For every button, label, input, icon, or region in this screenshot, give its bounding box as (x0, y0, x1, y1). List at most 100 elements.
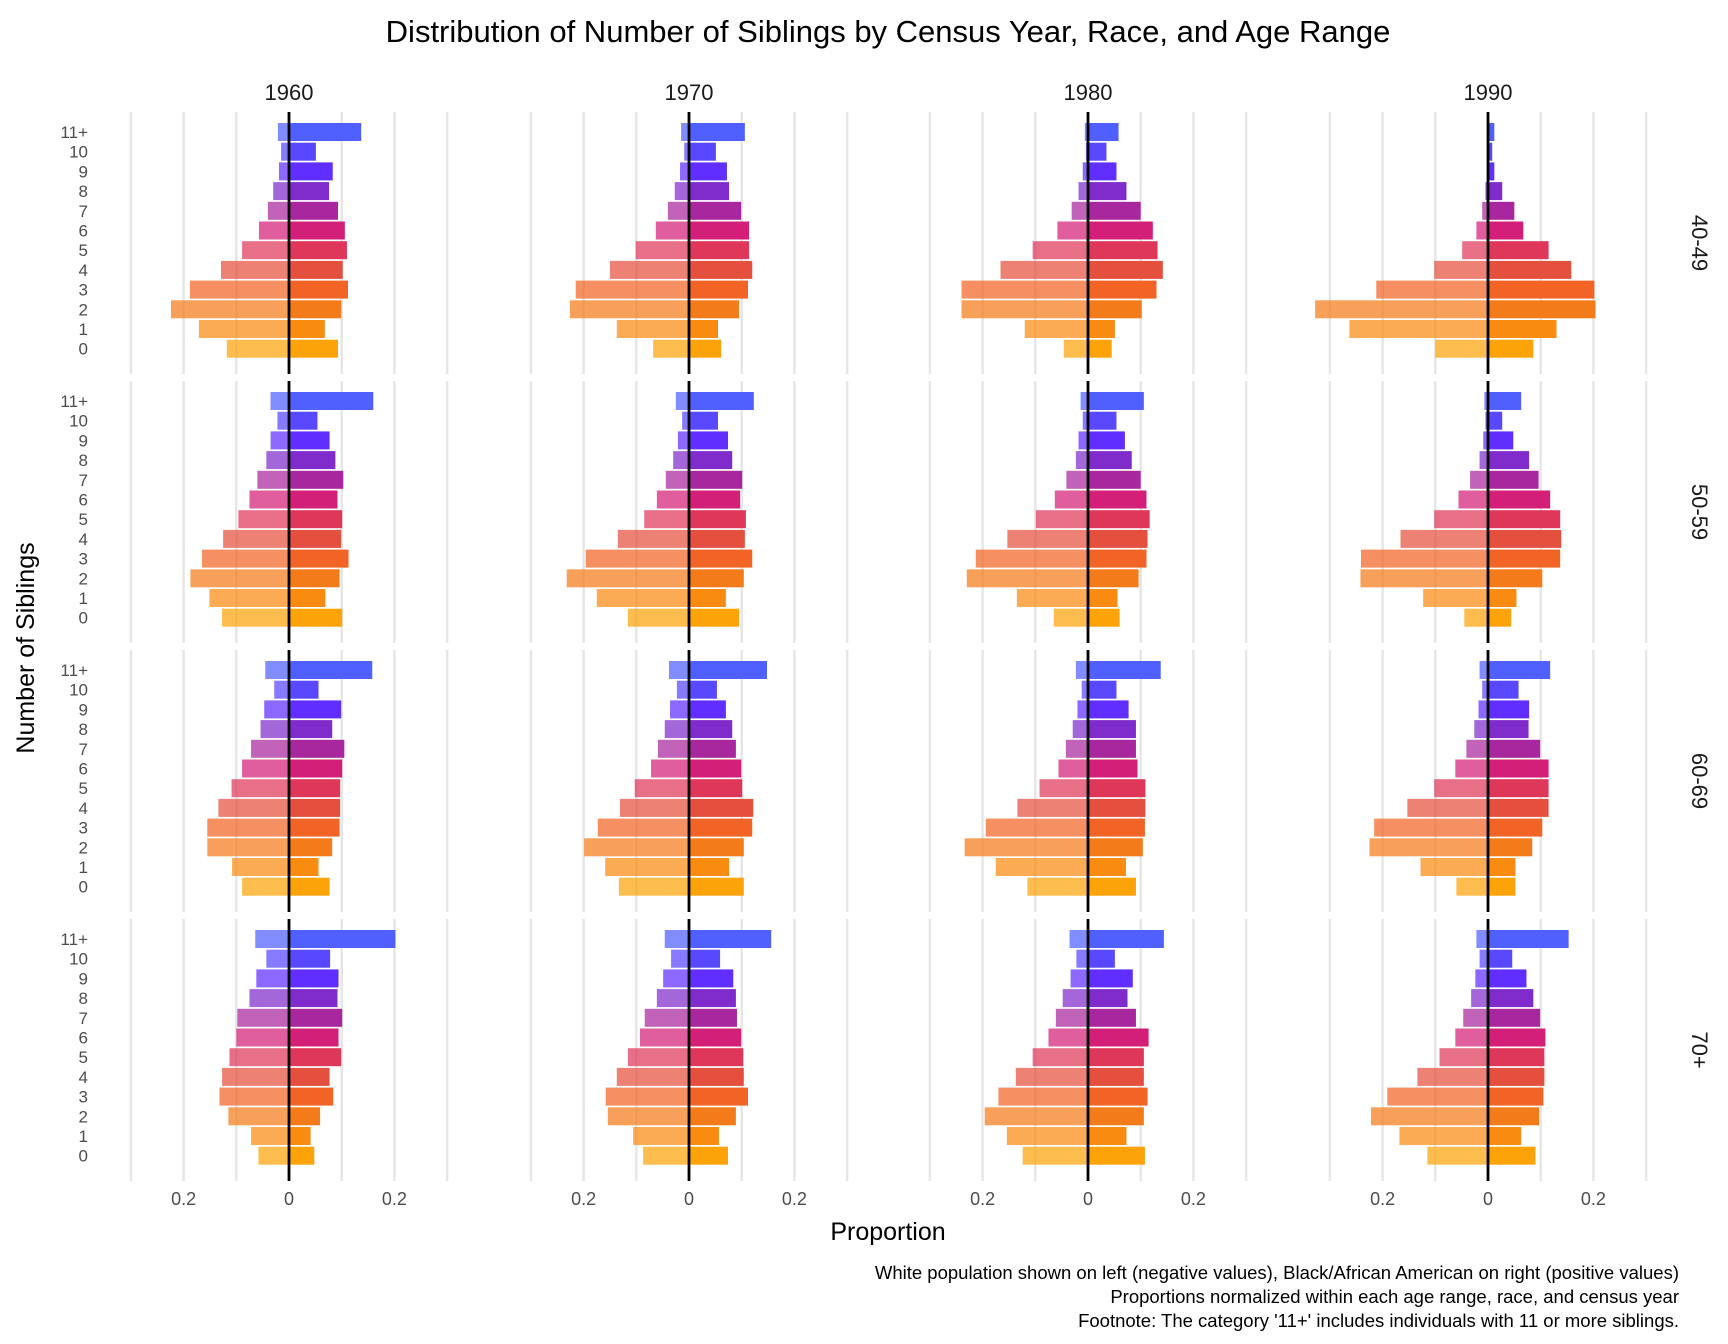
bar-white-6 (651, 759, 689, 778)
y-tick-label: 3 (79, 1088, 88, 1107)
bar-black-2 (289, 1107, 321, 1126)
bar-black-5 (289, 510, 343, 529)
bar-black-11+ (689, 392, 754, 410)
x-tick-label: 0 (1483, 1189, 1493, 1209)
bar-white-5 (627, 1048, 689, 1067)
bar-black-0 (689, 339, 722, 358)
bar-white-4 (617, 529, 689, 548)
bar-black-2 (689, 300, 740, 319)
bar-white-4 (218, 798, 289, 817)
column-strip-label: 1970 (665, 80, 714, 105)
bar-white-5 (231, 779, 289, 798)
bar-white-3 (1360, 549, 1488, 568)
bar-white-8 (1474, 720, 1488, 739)
bar-black-1 (289, 858, 319, 876)
bar-white-7 (1482, 201, 1488, 220)
bar-white-7 (1463, 1008, 1488, 1027)
y-tick-label: 10 (69, 412, 88, 431)
bar-white-11+ (1484, 392, 1488, 410)
bar-white-2 (190, 569, 289, 588)
bar-white-4 (1000, 260, 1088, 279)
y-tick-label: 4 (79, 1068, 88, 1087)
y-tick-label: 3 (79, 819, 88, 838)
y-tick-label: 5 (79, 779, 88, 798)
bar-black-6 (1088, 1028, 1149, 1047)
bar-white-1 (633, 1127, 689, 1145)
bar-black-10 (689, 949, 721, 968)
bar-black-5 (289, 241, 347, 260)
x-tick-label: 0.2 (782, 1189, 807, 1209)
bar-white-0 (653, 339, 689, 358)
y-tick-label: 4 (79, 799, 88, 818)
bar-black-7 (289, 739, 345, 758)
bar-white-5 (1035, 510, 1088, 529)
y-tick-label: 2 (79, 1107, 88, 1126)
bar-white-6 (1057, 221, 1088, 240)
bar-white-10 (671, 949, 689, 968)
bar-white-9 (1082, 162, 1088, 181)
bar-white-3 (597, 818, 689, 837)
bar-black-6 (689, 490, 741, 509)
bar-black-1 (1488, 1127, 1522, 1145)
bar-white-4 (223, 529, 289, 548)
panel-1980-50-59 (928, 381, 1248, 643)
x-axis-title: Proportion (830, 1218, 945, 1246)
bar-black-6 (1088, 759, 1138, 778)
bar-white-6 (656, 490, 689, 509)
bar-black-7 (1088, 1008, 1136, 1027)
bar-black-10 (1088, 142, 1107, 161)
bar-white-9 (663, 969, 689, 988)
bar-white-6 (1455, 759, 1488, 778)
y-tick-label: 11+ (60, 123, 88, 142)
bar-black-10 (289, 411, 318, 430)
bar-white-6 (1058, 759, 1088, 778)
x-tick-label: 0 (1083, 1189, 1093, 1209)
bar-white-3 (189, 280, 289, 299)
y-tick-label: 10 (69, 143, 88, 162)
y-tick-label: 1 (79, 858, 88, 877)
bar-black-2 (689, 838, 744, 857)
bar-white-6 (249, 490, 289, 509)
bar-white-11+ (668, 661, 689, 679)
bar-white-3 (202, 549, 289, 568)
bar-white-7 (1470, 470, 1488, 489)
bar-white-9 (1070, 969, 1088, 988)
bar-white-10 (1076, 949, 1088, 968)
bar-white-7 (1466, 739, 1488, 758)
bar-black-5 (1088, 779, 1146, 798)
bar-white-0 (1464, 608, 1488, 627)
row-strip-label: 60-69 (1687, 753, 1712, 809)
bar-white-1 (251, 1127, 289, 1145)
bar-black-1 (1088, 1127, 1127, 1145)
bar-black-3 (1488, 280, 1595, 299)
bar-white-11+ (270, 392, 289, 410)
bar-white-11+ (1069, 930, 1088, 948)
bar-black-5 (689, 1048, 744, 1067)
bar-black-9 (289, 431, 330, 450)
panel-1990-40-49 (1315, 112, 1648, 374)
bar-white-7 (1065, 739, 1088, 758)
bar-black-11+ (1088, 930, 1164, 948)
bar-white-2 (966, 569, 1088, 588)
bar-black-2 (1488, 300, 1596, 319)
y-tick-label: 1 (79, 1127, 88, 1146)
bar-black-10 (1088, 680, 1117, 699)
bar-white-2 (170, 300, 289, 319)
bar-white-0 (258, 1146, 289, 1165)
bar-white-4 (619, 798, 689, 817)
bar-black-10 (1088, 949, 1115, 968)
bar-black-10 (1488, 680, 1519, 699)
bar-black-7 (1088, 739, 1136, 758)
bar-black-1 (289, 320, 325, 338)
bar-black-10 (1488, 949, 1513, 968)
bar-black-4 (1488, 260, 1572, 279)
bar-black-4 (1088, 529, 1148, 548)
bar-white-8 (664, 720, 689, 739)
bar-black-0 (1088, 1146, 1145, 1165)
bar-white-10 (277, 411, 289, 430)
bar-white-3 (1374, 818, 1488, 837)
row-strip-label: 40-49 (1687, 215, 1712, 271)
